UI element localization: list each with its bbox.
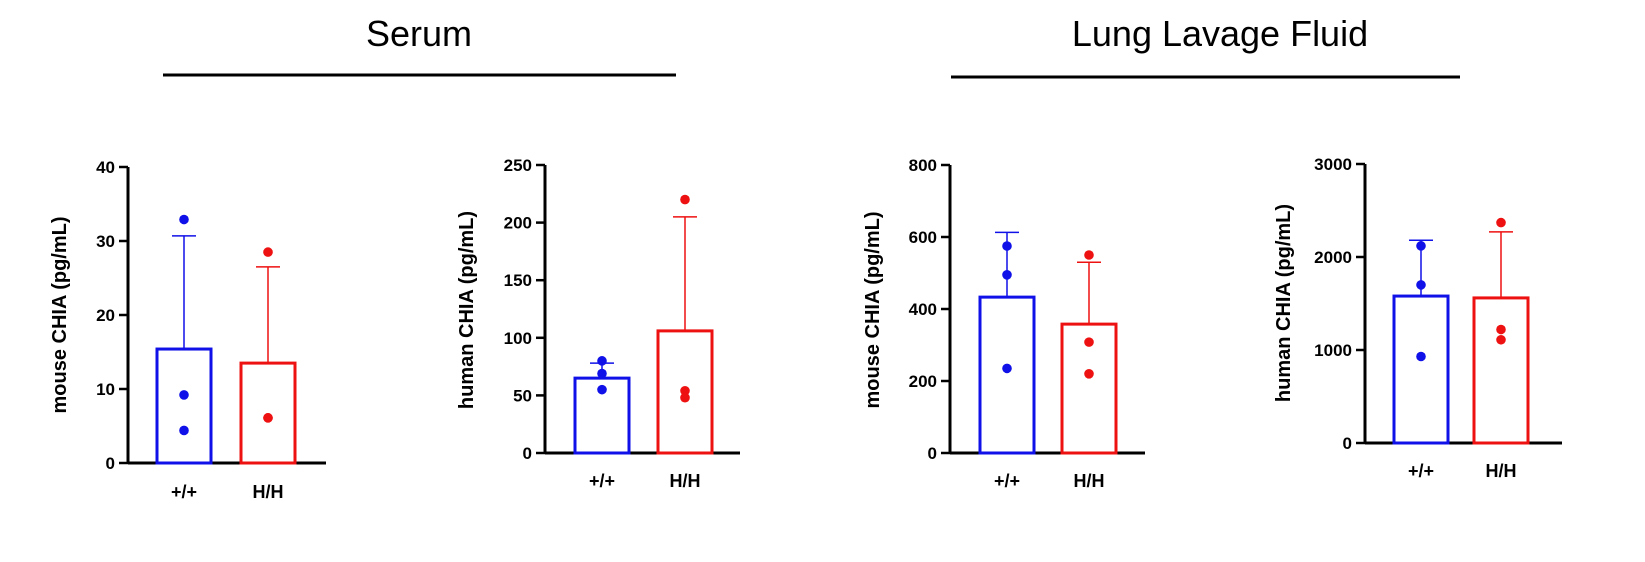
data-point bbox=[680, 194, 690, 205]
data-point bbox=[1416, 241, 1426, 251]
chart-panel-4: 0 1000 2000 3000 human CHIA (pg/mL) +/+ H/H bbox=[1273, 155, 1562, 481]
y-tick-label: 0 bbox=[106, 454, 115, 473]
bar-wild-type bbox=[1392, 294, 1450, 445]
x-category-label: +/+ bbox=[589, 471, 615, 491]
bar-wild-type bbox=[155, 347, 213, 465]
data-point bbox=[1416, 280, 1426, 290]
x-category-label: H/H bbox=[670, 471, 701, 491]
y-tick-label: 30 bbox=[96, 232, 115, 251]
y-tick-label: 40 bbox=[96, 158, 115, 177]
y-tick-label: 50 bbox=[513, 386, 532, 405]
data-point bbox=[263, 413, 273, 423]
y-tick-label: 3000 bbox=[1314, 155, 1352, 174]
y-axis-title: human CHIA (pg/mL) bbox=[456, 211, 478, 409]
data-point bbox=[1084, 369, 1094, 379]
y-tick-label: 10 bbox=[96, 380, 115, 399]
chart-panel-3: 0 200 400 600 800 mouse CHIA (pg/mL) +/+ H/H bbox=[862, 156, 1145, 491]
y-tick-label: 250 bbox=[504, 156, 532, 175]
data-point bbox=[597, 368, 607, 379]
y-tick-label: 200 bbox=[909, 372, 937, 391]
data-point bbox=[1002, 241, 1012, 251]
data-point bbox=[1002, 363, 1012, 374]
y-tick-label: 150 bbox=[504, 271, 532, 290]
data-point bbox=[179, 425, 189, 436]
y-tick-label: 600 bbox=[909, 228, 937, 247]
y-tick-label: 200 bbox=[504, 214, 532, 233]
data-point bbox=[680, 385, 690, 396]
x-category-label: +/+ bbox=[994, 471, 1020, 491]
data-point bbox=[179, 214, 189, 225]
data-point bbox=[263, 247, 273, 257]
data-point bbox=[1496, 217, 1506, 228]
data-point bbox=[680, 392, 690, 403]
y-tick-label: 20 bbox=[96, 306, 115, 325]
x-category-label: H/H bbox=[1486, 461, 1517, 481]
data-point bbox=[1496, 334, 1506, 345]
y-tick-label: 0 bbox=[523, 444, 532, 463]
bar-hh bbox=[1060, 322, 1118, 455]
x-category-label: H/H bbox=[1074, 471, 1105, 491]
x-category-label: +/+ bbox=[1408, 461, 1434, 481]
data-point bbox=[597, 384, 607, 395]
bar-hh bbox=[656, 329, 714, 455]
x-category-label: +/+ bbox=[171, 482, 197, 502]
y-axis-title: mouse CHIA (pg/mL) bbox=[862, 211, 884, 408]
y-tick-label: 800 bbox=[909, 156, 937, 175]
y-axis-title: human CHIA (pg/mL) bbox=[1273, 204, 1295, 402]
bar-hh bbox=[1472, 296, 1530, 445]
y-tick-label: 100 bbox=[504, 329, 532, 348]
data-point bbox=[1084, 337, 1094, 347]
data-point bbox=[597, 356, 607, 366]
chart-panel-2: 0 50 100 150 200 250 human CHIA (pg/mL) +/+ H/H bbox=[456, 156, 740, 491]
data-point bbox=[1084, 250, 1094, 260]
y-tick-label: 2000 bbox=[1314, 248, 1352, 267]
data-point bbox=[179, 390, 189, 400]
y-tick-label: 400 bbox=[909, 300, 937, 319]
chart-panels: 0 10 20 30 40 mouse CHIA (pg/mL) +/+ H/H 0 50 100 1… bbox=[49, 155, 1562, 502]
chart-panel-1: 0 10 20 30 40 mouse CHIA (pg/mL) +/+ H/H bbox=[49, 158, 326, 502]
bar-wild-type bbox=[978, 295, 1036, 455]
y-tick-label: 0 bbox=[928, 444, 937, 463]
y-tick-label: 1000 bbox=[1314, 341, 1352, 360]
group-title-lung-lavage-fluid: Lung Lavage Fluid bbox=[1072, 13, 1368, 54]
data-point bbox=[1416, 351, 1426, 362]
group-title-serum: Serum bbox=[366, 13, 472, 54]
y-axis-title: mouse CHIA (pg/mL) bbox=[49, 216, 71, 413]
data-point bbox=[1002, 270, 1012, 280]
bar-hh bbox=[239, 361, 297, 465]
data-point bbox=[1496, 324, 1506, 335]
x-category-label: H/H bbox=[253, 482, 284, 502]
y-tick-label: 0 bbox=[1343, 434, 1352, 453]
